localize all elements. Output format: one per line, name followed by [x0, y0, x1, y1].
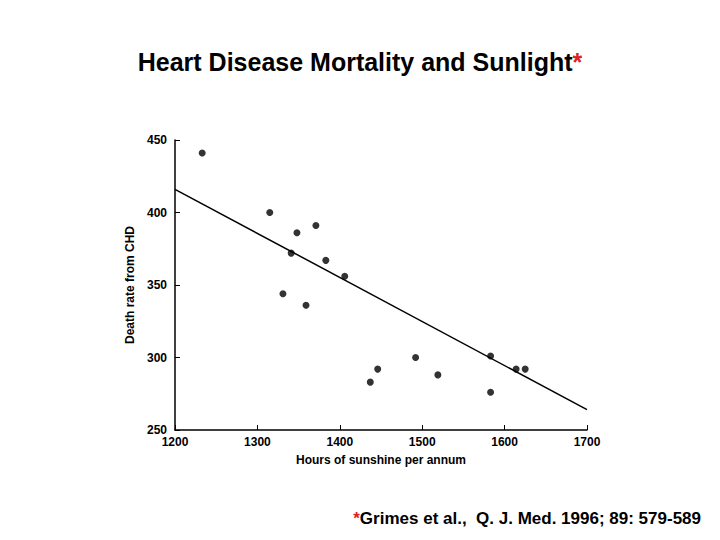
svg-text:1700: 1700 — [574, 435, 601, 449]
svg-text:300: 300 — [147, 351, 167, 365]
svg-text:350: 350 — [147, 278, 167, 292]
svg-text:*: * — [573, 48, 583, 76]
svg-text:450: 450 — [147, 133, 167, 147]
svg-text:1600: 1600 — [491, 435, 518, 449]
svg-text:1300: 1300 — [244, 435, 271, 449]
svg-text:1200: 1200 — [162, 435, 189, 449]
svg-text:1500: 1500 — [409, 435, 436, 449]
svg-text:Heart Disease Mortality and Su: Heart Disease Mortality and Sunlight — [138, 48, 573, 76]
svg-text:Death rate from CHD: Death rate from CHD — [123, 226, 137, 344]
svg-text:1400: 1400 — [326, 435, 353, 449]
svg-text:Grimes et al., Q. J. Med. 199: Grimes et al., Q. J. Med. 1996; 89: 579-… — [360, 509, 701, 528]
svg-text:Hours of sunshine per annum: Hours of sunshine per annum — [296, 453, 466, 467]
svg-text:250: 250 — [147, 423, 167, 437]
svg-text:400: 400 — [147, 206, 167, 220]
